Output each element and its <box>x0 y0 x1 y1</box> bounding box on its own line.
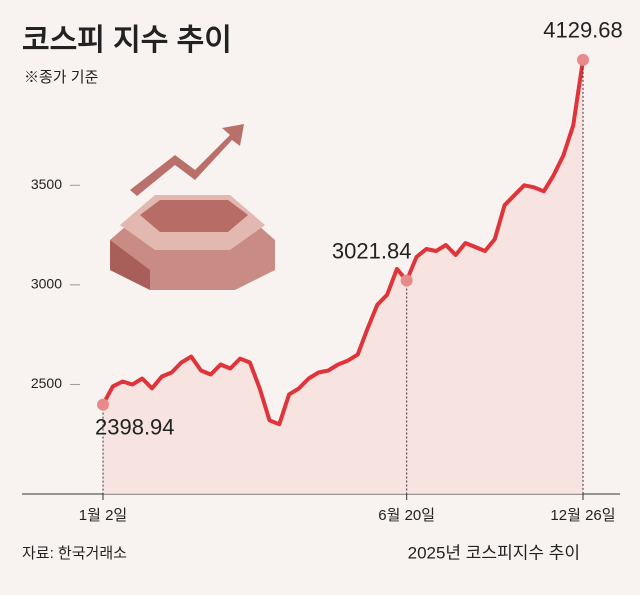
y-tick-label: 3000 <box>31 276 62 292</box>
x-tick-label: 1월 2일 <box>79 507 127 524</box>
point <box>577 53 589 66</box>
subtitle: ※종가 기준 <box>24 69 99 86</box>
line <box>101 59 585 427</box>
x-tick-label: 12월 26일 <box>550 507 615 524</box>
y-tick-label: 3500 <box>31 176 62 192</box>
source: 자료: 한국거래소 <box>22 545 127 562</box>
value-label: 3021.84 <box>332 238 412 263</box>
area <box>103 59 583 495</box>
footer: 2025년 코스피지수 추이 <box>408 543 580 562</box>
icon <box>110 124 275 290</box>
value-label: 2398.94 <box>95 414 175 439</box>
value-label: 4129.68 <box>543 18 623 43</box>
point <box>97 398 109 411</box>
x-tick-label: 6월 20일 <box>378 507 435 524</box>
chart-title: 코스피 지수 추이 <box>22 24 232 57</box>
point <box>400 274 413 287</box>
y-tick-label: 2500 <box>31 375 62 391</box>
